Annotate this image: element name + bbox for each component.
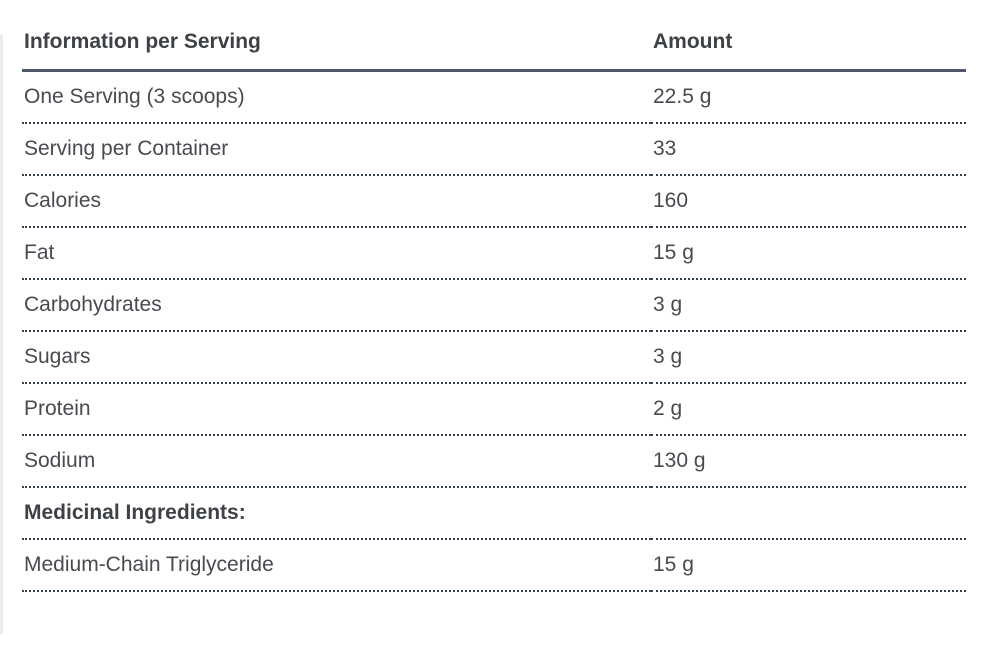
table-row: Sodium 130 g — [22, 434, 966, 488]
row-amount: 160 — [651, 174, 966, 228]
row-amount: 22.5 g — [651, 70, 966, 124]
column-header-amount: Amount — [651, 24, 966, 72]
row-amount: 130 g — [651, 434, 966, 488]
table-row: Serving per Container 33 — [22, 122, 966, 176]
row-label: Calories — [22, 174, 651, 228]
table-row: Medium-Chain Triglyceride 15 g — [22, 538, 966, 592]
section-label: Medicinal Ingredients: — [22, 486, 651, 540]
table-row: One Serving (3 scoops) 22.5 g — [22, 70, 966, 124]
row-label: Fat — [22, 226, 651, 280]
row-label: Medium-Chain Triglyceride — [22, 538, 651, 592]
column-header-information: Information per Serving — [22, 24, 651, 72]
row-amount: 15 g — [651, 538, 966, 592]
row-label: Sodium — [22, 434, 651, 488]
row-amount: 3 g — [651, 278, 966, 332]
nutrition-table: Information per Serving Amount One Servi… — [22, 24, 966, 592]
table-row: Protein 2 g — [22, 382, 966, 436]
left-edge-divider — [0, 34, 3, 634]
table-section-row: Medicinal Ingredients: — [22, 486, 966, 540]
table-row: Fat 15 g — [22, 226, 966, 280]
row-amount: 2 g — [651, 382, 966, 436]
table-row: Carbohydrates 3 g — [22, 278, 966, 332]
row-label: Sugars — [22, 330, 651, 384]
table-row: Sugars 3 g — [22, 330, 966, 384]
row-label: Carbohydrates — [22, 278, 651, 332]
table-header-row: Information per Serving Amount — [22, 24, 966, 72]
row-label: Protein — [22, 382, 651, 436]
row-amount — [651, 486, 966, 540]
row-label: Serving per Container — [22, 122, 651, 176]
row-amount: 3 g — [651, 330, 966, 384]
row-amount: 33 — [651, 122, 966, 176]
table-row: Calories 160 — [22, 174, 966, 228]
row-label: One Serving (3 scoops) — [22, 70, 651, 124]
row-amount: 15 g — [651, 226, 966, 280]
